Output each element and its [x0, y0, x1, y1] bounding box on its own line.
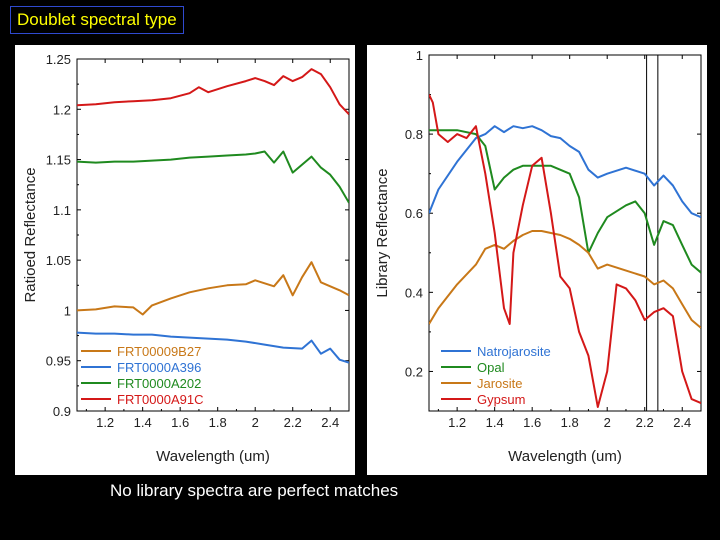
ratioed-legend-label: FRT0000A202	[117, 376, 201, 391]
ratioed-x-tick-label: 1.4	[134, 415, 152, 430]
library-series-line-jarosite	[429, 230, 701, 329]
ratioed-y-tick-label: 1.2	[53, 102, 71, 117]
library-reflectance-chart: 1.2 1.4 1.6 1.8 2 2.2 2.4 0.2 0.4 0.6 0.8 1 Waveleng…	[374, 48, 702, 465]
library-plot-frame	[428, 54, 702, 412]
library-y-tick-label: 0.4	[405, 285, 423, 300]
library-series-line-natrojarosite	[429, 125, 701, 219]
library-legend-label: Opal	[477, 360, 505, 375]
ratioed-x-tick-label: 2.2	[284, 415, 302, 430]
ratioed-y-tick-label: 1.15	[46, 153, 71, 168]
ratioed-legend-label: FRT0000A91C	[117, 392, 203, 407]
chart-panel-ratioed: 1.2 1.4 1.6 1.8 2 2.2 2.4 0.9 0.95 1 1.05 1.1 1.15 1.…	[15, 45, 355, 475]
library-y-tick-label: 0.8	[405, 127, 423, 142]
library-y-tick-label: 0.2	[405, 364, 423, 379]
library-x-tick-label: 1.4	[486, 415, 504, 430]
library-legend-label: Gypsum	[477, 392, 525, 407]
library-x-tick-label: 1.6	[523, 415, 541, 430]
ratioed-series-line-frt0000a396	[77, 331, 349, 364]
ratioed-series-line-frt0000a91c	[77, 68, 349, 115]
ratioed-y-tick-label: 1.05	[46, 253, 71, 268]
ratioed-x-tick-label: 2.4	[321, 415, 339, 430]
library-x-tick-label: 2.2	[636, 415, 654, 430]
ratioed-reflectance-chart: 1.2 1.4 1.6 1.8 2 2.2 2.4 0.9 0.95 1 1.05 1.1 1.15 1.…	[22, 52, 350, 465]
library-x-tick-label: 2.4	[673, 415, 691, 430]
library-y-tick-label: 1	[416, 48, 423, 63]
library-y-axis-label: Library Reflectance	[374, 168, 391, 297]
library-series-line-opal	[429, 129, 701, 274]
library-legend-label: Jarosite	[477, 376, 523, 391]
slide-caption: No library spectra are perfect matches	[110, 481, 399, 500]
ratioed-y-axis-label: Ratioed Reflectance	[22, 167, 39, 302]
chart-panel-library: 1.2 1.4 1.6 1.8 2 2.2 2.4 0.2 0.4 0.6 0.8 1 Waveleng…	[367, 45, 707, 475]
library-legend-label: Natrojarosite	[477, 344, 551, 359]
library-x-tick-label: 1.8	[561, 415, 579, 430]
ratioed-x-tick-label: 2	[252, 415, 259, 430]
ratioed-legend-label: FRT00009B27	[117, 344, 201, 359]
ratioed-y-tick-label: 1.25	[46, 52, 71, 67]
ratioed-y-tick-label: 0.9	[53, 404, 71, 419]
ratioed-x-axis-label: Wavelength (um)	[156, 448, 270, 465]
ratioed-x-tick-label: 1.2	[96, 415, 114, 430]
library-x-axis-label: Wavelength (um)	[508, 448, 622, 465]
library-y-tick-label: 0.6	[405, 206, 423, 221]
ratioed-legend-label: FRT0000A396	[117, 360, 201, 375]
ratioed-x-tick-label: 1.6	[171, 415, 189, 430]
ratioed-series-line-frt00009b27	[77, 261, 349, 316]
ratioed-y-tick-label: 0.95	[46, 354, 71, 369]
ratioed-y-tick-label: 1.1	[53, 203, 71, 218]
library-x-tick-label: 1.2	[448, 415, 466, 430]
library-x-tick-label: 2	[604, 415, 611, 430]
slide-title: Doublet spectral type	[10, 6, 184, 34]
ratioed-series-line-frt0000a202	[77, 150, 349, 204]
ratioed-x-tick-label: 1.8	[209, 415, 227, 430]
library-series-line-gypsum	[429, 94, 701, 408]
ratioed-y-tick-label: 1	[64, 303, 71, 318]
